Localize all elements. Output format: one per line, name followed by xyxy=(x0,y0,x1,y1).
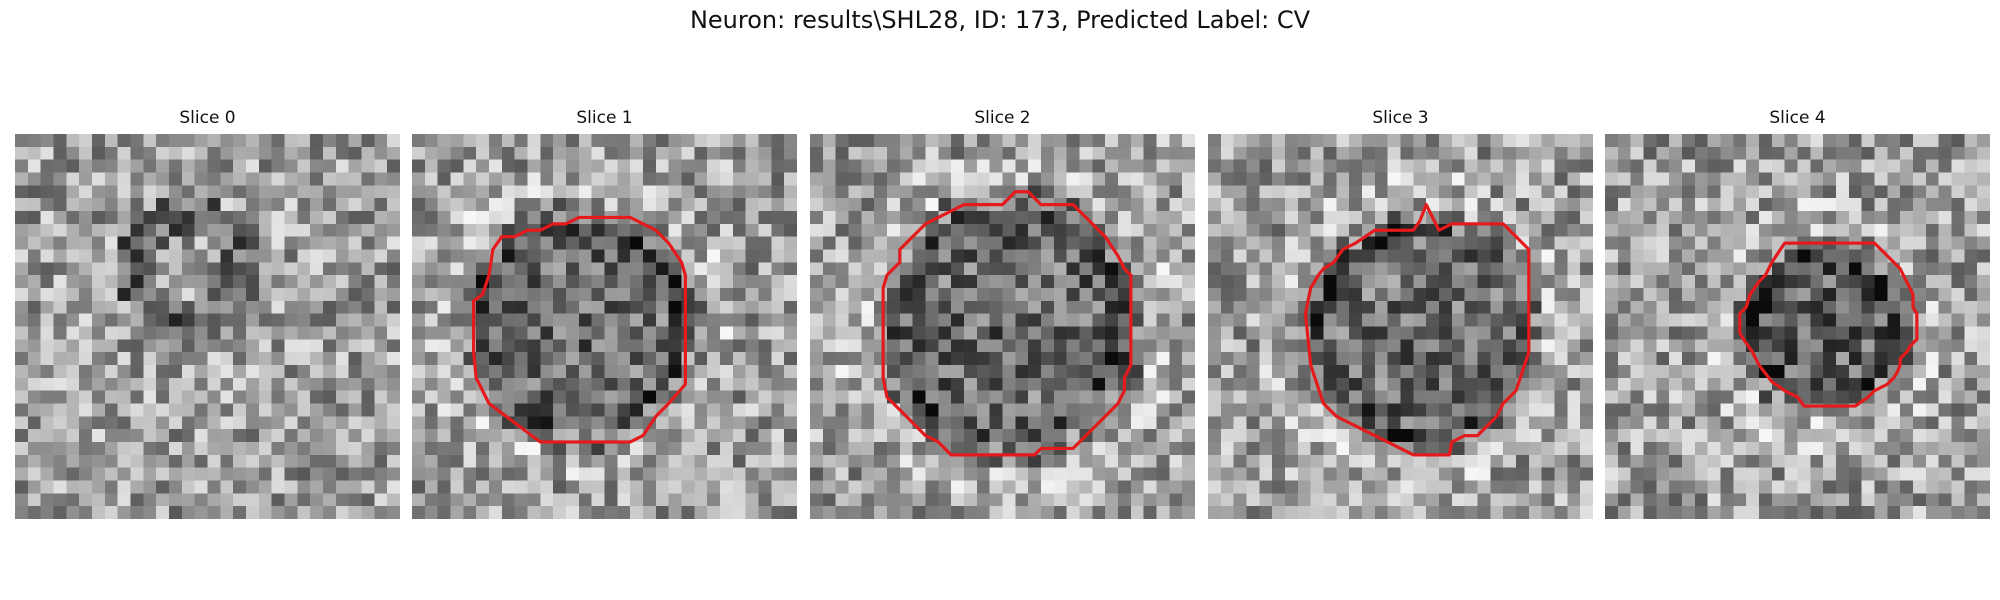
figure-title: Neuron: results\SHL28, ID: 173, Predicte… xyxy=(689,6,1311,34)
slice-image xyxy=(412,134,797,519)
slice-title: Slice 2 xyxy=(974,108,1031,128)
slice-image xyxy=(1208,134,1593,519)
slice-image xyxy=(810,134,1195,519)
grayscale-pixels xyxy=(15,134,400,519)
roi-outline xyxy=(881,190,1133,457)
grayscale-pixels xyxy=(412,134,797,519)
slice-image xyxy=(1605,134,1990,519)
roi-outline xyxy=(471,215,687,444)
grayscale-pixels xyxy=(810,134,1195,519)
slice-title: Slice 1 xyxy=(576,108,633,128)
slice-image xyxy=(15,134,400,519)
grayscale-pixels xyxy=(1605,134,1990,519)
slice-title: Slice 3 xyxy=(1372,108,1429,128)
grayscale-pixels xyxy=(1208,134,1593,519)
roi-outline xyxy=(1738,241,1919,408)
slice-title: Slice 4 xyxy=(1769,108,1826,128)
roi-outline xyxy=(1303,202,1531,457)
slice-title: Slice 0 xyxy=(179,108,236,128)
